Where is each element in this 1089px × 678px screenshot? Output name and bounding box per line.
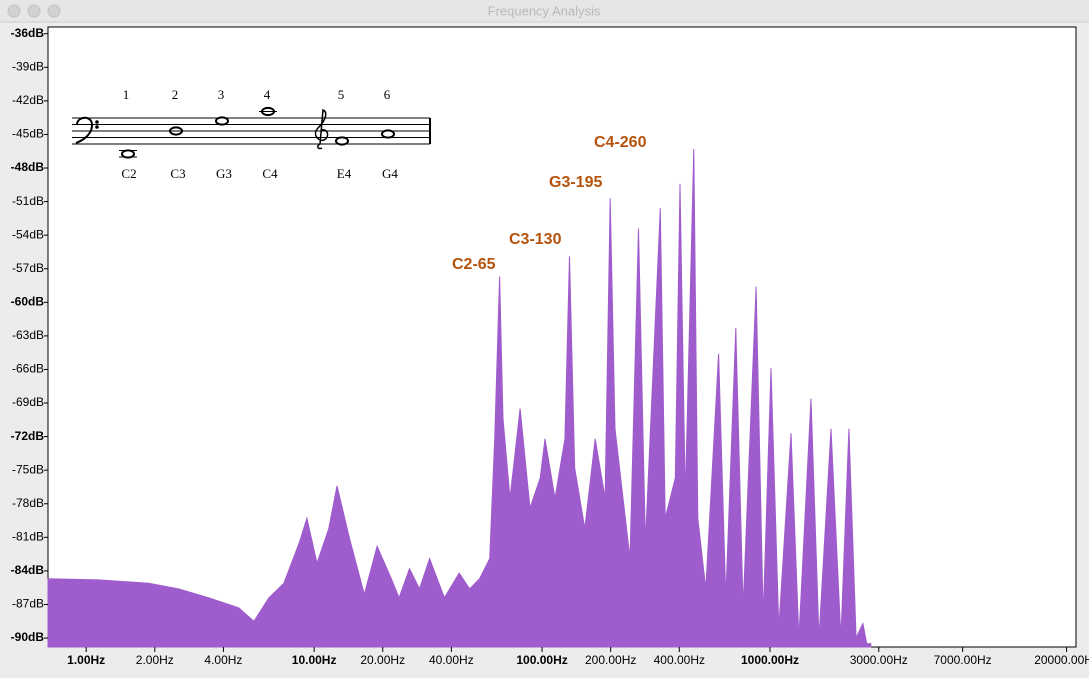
peak-annotation: C3-130 <box>509 231 562 248</box>
note-name: E4 <box>337 166 352 181</box>
y-tick-label: -45dB <box>12 127 44 141</box>
x-tick-label: 2.00Hz <box>136 653 174 667</box>
y-tick-label: -90dB <box>11 630 45 644</box>
x-tick-label: 20.00Hz <box>360 653 405 667</box>
y-tick-label: -87dB <box>12 597 44 611</box>
x-tick-label: 3000.00Hz <box>850 653 908 667</box>
y-tick-label: -36dB <box>11 26 45 40</box>
y-tick-label: -60dB <box>11 294 45 308</box>
peak-annotation: C4-260 <box>594 134 647 151</box>
x-tick-label: 10.00Hz <box>292 653 337 667</box>
x-tick-label: 400.00Hz <box>654 653 705 667</box>
y-tick-label: -51dB <box>12 194 44 208</box>
x-tick-label: 7000.00Hz <box>934 653 992 667</box>
y-tick-label: -57dB <box>12 261 44 275</box>
staff-number: 6 <box>384 87 391 102</box>
peak-annotation: C2-65 <box>452 256 496 273</box>
peak-annotation: G3-195 <box>549 174 602 191</box>
zoom-button[interactable] <box>47 4 61 18</box>
staff-diagram <box>72 106 431 159</box>
y-tick-label: -75dB <box>12 462 44 476</box>
y-tick-label: -72dB <box>11 429 45 443</box>
x-tick-label: 100.00Hz <box>516 653 567 667</box>
window-title: Frequency Analysis <box>488 3 601 18</box>
y-tick-label: -81dB <box>12 529 44 543</box>
staff-number: 3 <box>218 87 225 102</box>
y-tick-label: -84dB <box>11 563 45 577</box>
title-bar <box>0 0 1089 22</box>
y-tick-label: -69dB <box>12 395 44 409</box>
y-tick-label: -66dB <box>12 362 44 376</box>
y-tick-label: -48dB <box>11 160 45 174</box>
spectrum-area <box>47 148 872 648</box>
staff-number: 4 <box>264 87 271 102</box>
y-tick-label: -39dB <box>12 59 44 73</box>
staff-number: 2 <box>172 87 179 102</box>
note-name: G3 <box>216 166 232 181</box>
note-name: C2 <box>121 166 136 181</box>
staff-number: 1 <box>123 87 130 102</box>
y-tick-label: -78dB <box>12 496 44 510</box>
y-tick-label: -42dB <box>12 93 44 107</box>
note-name: C4 <box>262 166 278 181</box>
x-tick-label: 40.00Hz <box>429 653 474 667</box>
note-name: G4 <box>382 166 398 181</box>
staff-number: 5 <box>338 87 345 102</box>
x-tick-label: 200.00Hz <box>585 653 636 667</box>
y-tick-label: -63dB <box>12 328 44 342</box>
x-tick-label: 4.00Hz <box>204 653 242 667</box>
x-tick-label: 1.00Hz <box>67 653 105 667</box>
minimize-button[interactable] <box>27 4 41 18</box>
x-tick-label: 20000.00Hz <box>1034 653 1089 667</box>
close-button[interactable] <box>7 4 21 18</box>
y-tick-label: -54dB <box>12 227 44 241</box>
x-tick-label: 1000.00Hz <box>741 653 799 667</box>
note-name: C3 <box>170 166 185 181</box>
